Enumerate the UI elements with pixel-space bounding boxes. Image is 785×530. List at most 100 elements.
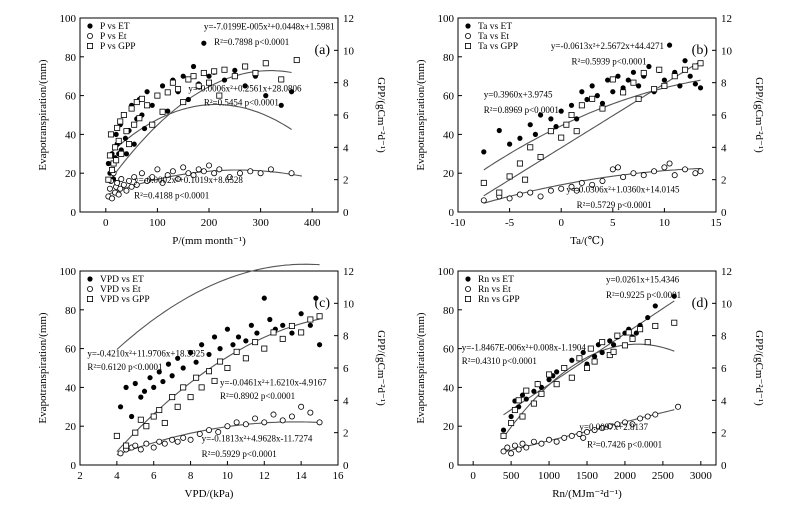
data-point xyxy=(671,73,678,80)
y2-tick-label: 0 xyxy=(343,207,349,219)
y-tick-label: 20 xyxy=(443,421,455,433)
y2-tick-label: 12 xyxy=(721,13,732,25)
y2-tick-label: 12 xyxy=(343,266,354,278)
x-axis-label: VPD/(kPa) xyxy=(185,488,234,500)
data-point xyxy=(652,411,659,418)
data-point xyxy=(107,131,114,138)
legend-marker xyxy=(87,33,94,40)
x-tick-label: 0 xyxy=(103,217,109,229)
data-point xyxy=(115,137,122,144)
y-tick-label: 40 xyxy=(65,129,77,141)
data-point xyxy=(697,85,704,91)
data-point xyxy=(661,164,668,171)
data-point xyxy=(621,419,628,426)
data-point xyxy=(143,440,150,447)
data-point xyxy=(137,416,144,423)
data-point xyxy=(578,102,585,109)
y2-axis-label: GPP/(gCm⁻²d⁻¹) xyxy=(753,330,765,406)
data-point xyxy=(133,181,140,188)
data-point xyxy=(248,322,254,328)
data-point xyxy=(523,387,530,394)
equation-annotation: y=-0.4210x²+11.9706x+18.3925 xyxy=(87,348,205,358)
y-tick-label: 100 xyxy=(438,266,455,278)
y2-tick-label: 6 xyxy=(721,363,727,375)
equation-annotation: y=-0.0002x²+0.1019x+8.6528 xyxy=(134,175,243,185)
data-point xyxy=(224,326,231,332)
y-tick-label: 80 xyxy=(65,52,77,64)
data-point xyxy=(161,440,168,447)
data-point xyxy=(126,141,133,148)
equation-annotation: y=-7.0199E-005x²+0.0448x+1.5981 xyxy=(204,22,335,32)
data-point xyxy=(113,131,119,137)
data-point xyxy=(196,430,203,437)
equation-annotation: y=-0.0613x²+2.5672x+44.4271 xyxy=(551,41,664,51)
data-point xyxy=(159,179,166,186)
data-point xyxy=(144,177,151,184)
data-point xyxy=(534,381,541,388)
x-axis-label: P/(mm month⁻¹) xyxy=(172,235,246,247)
data-point xyxy=(288,170,295,177)
data-point xyxy=(201,40,207,46)
data-point xyxy=(161,419,168,426)
data-point xyxy=(591,427,598,434)
data-point xyxy=(174,403,181,410)
data-point xyxy=(584,364,591,371)
data-point xyxy=(190,73,197,80)
data-point xyxy=(138,170,145,177)
y2-tick-label: 8 xyxy=(721,78,727,90)
equation-annotation: R²=0.9225 p<0.0001 xyxy=(606,290,681,300)
data-point xyxy=(573,187,580,194)
data-point xyxy=(288,322,295,329)
y2-tick-label: 6 xyxy=(721,110,727,122)
data-point xyxy=(576,430,583,437)
x-tick-label: 14 xyxy=(296,470,308,482)
data-point xyxy=(198,384,205,391)
data-point xyxy=(677,83,683,89)
data-point xyxy=(169,394,176,401)
data-point xyxy=(211,68,218,75)
data-point xyxy=(187,394,194,401)
data-point xyxy=(164,172,171,179)
data-point xyxy=(614,421,621,428)
data-point xyxy=(293,57,300,64)
y2-tick-label: 2 xyxy=(343,428,349,440)
y-tick-label: 100 xyxy=(60,266,77,278)
fit-curve xyxy=(107,70,292,183)
data-point xyxy=(232,67,238,73)
data-point xyxy=(278,102,284,108)
data-point xyxy=(247,168,254,175)
data-point xyxy=(180,384,187,391)
data-point xyxy=(288,89,295,95)
data-point xyxy=(558,185,565,192)
equation-annotation: y=0.3960x+3.9745 xyxy=(484,90,553,100)
data-point xyxy=(117,118,124,125)
legend-entry: VPD vs Et xyxy=(100,285,141,295)
data-point xyxy=(506,173,513,180)
data-point xyxy=(123,187,130,194)
data-point xyxy=(652,322,659,329)
data-point xyxy=(496,127,502,134)
data-point xyxy=(114,124,121,131)
data-point xyxy=(254,330,260,336)
y-tick-label: 0 xyxy=(71,460,77,472)
data-point xyxy=(637,326,644,333)
data-point xyxy=(579,89,585,95)
legend-marker xyxy=(464,43,471,50)
equation-annotation: y=-0.0006x²+0.2561x+28.0806 xyxy=(188,84,302,94)
data-point xyxy=(548,116,554,122)
equation-annotation: R²=0.8902 p<0.0001 xyxy=(220,391,295,401)
y-tick-label: 60 xyxy=(443,91,455,103)
equation-annotation: y=-0.0461x²+1.6210x-4.9167 xyxy=(220,377,327,387)
data-point xyxy=(480,179,487,186)
legend-marker xyxy=(87,285,94,292)
y2-tick-label: 10 xyxy=(343,298,355,310)
data-point xyxy=(687,73,693,79)
y2-tick-label: 4 xyxy=(343,395,349,407)
y2-tick-label: 10 xyxy=(721,298,733,310)
y-tick-label: 40 xyxy=(443,382,455,394)
data-point xyxy=(527,122,533,128)
data-point xyxy=(568,183,575,190)
y2-tick-label: 8 xyxy=(721,331,727,343)
data-point xyxy=(630,79,637,86)
data-point xyxy=(169,79,176,86)
